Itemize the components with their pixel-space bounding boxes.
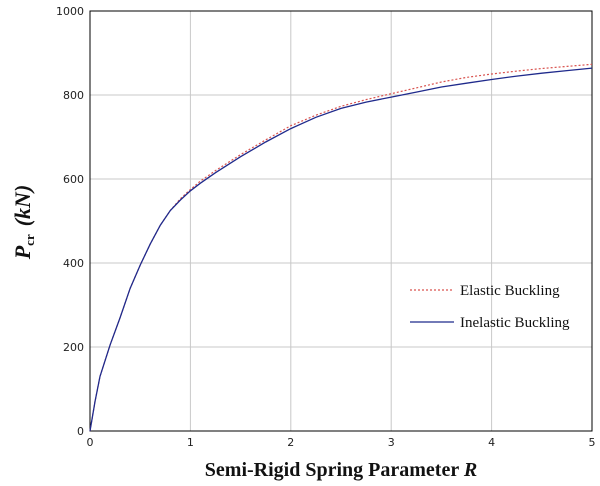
x-axis-label: Semi-Rigid Spring Parameter R [205,459,477,481]
y-axis-label-unit: (kN) [10,185,35,227]
x-tick-label: 3 [388,436,395,449]
series-line-inelastic [89,67,593,432]
x-tick-label: 5 [589,436,596,449]
y-axis-label-symbol: P [10,245,35,260]
grid [90,11,592,431]
series-line-elastic [89,63,593,432]
x-tick-label: 0 [87,436,94,449]
legend: Elastic Buckling Inelastic Buckling [410,283,570,331]
y-tick-label: 200 [63,341,84,354]
y-axis-label: Pcr (kN) [10,185,37,261]
legend-label-elastic: Elastic Buckling [460,283,560,299]
tick-labels: 0 1 2 3 4 5 0 200 400 600 800 1000 [56,5,596,449]
x-tick-label: 2 [287,436,294,449]
x-tick-label: 1 [187,436,194,449]
x-axis-label-text: Semi-Rigid Spring Parameter [205,459,464,481]
y-tick-label: 0 [77,425,84,438]
y-tick-label: 1000 [56,5,84,18]
x-axis-label-symbol: R [463,459,477,481]
series-layer [89,63,593,432]
legend-label-inelastic: Inelastic Buckling [460,315,570,331]
plot-area [89,10,593,432]
y-tick-label: 600 [63,173,84,186]
y-axis-label-subscript: cr [22,234,37,246]
y-tick-label: 800 [63,89,84,102]
x-tick-label: 4 [488,436,495,449]
y-tick-label: 400 [63,257,84,270]
